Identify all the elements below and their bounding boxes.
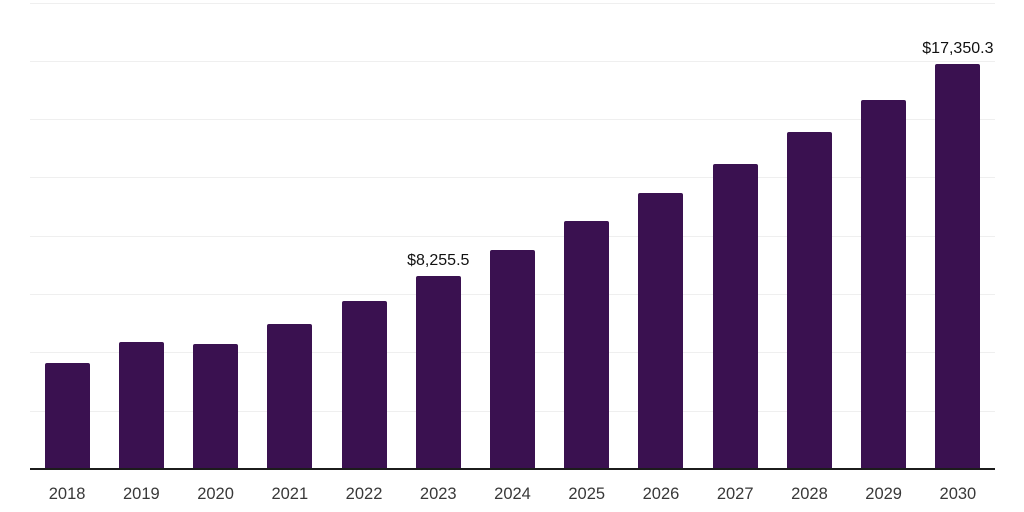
x-tick-label-2030: 2030 [939, 485, 977, 503]
gridline-17500 [30, 60, 995, 62]
x-tick-label-2021: 2021 [271, 485, 309, 503]
gridline-15000 [30, 119, 995, 121]
x-tick-label-2026: 2026 [642, 485, 680, 503]
bar-2019 [118, 341, 164, 469]
x-tick-label-2029: 2029 [865, 485, 902, 503]
bar-2025 [564, 221, 610, 469]
x-tick-label-2023: 2023 [419, 485, 457, 503]
x-tick-label-2024: 2024 [494, 485, 531, 503]
gridline-20000 [30, 2, 995, 4]
bar-2023 [415, 276, 461, 469]
x-axis-line [30, 468, 995, 470]
bar-2028 [786, 132, 832, 469]
x-tick-label-2027: 2027 [716, 485, 754, 503]
gridline-10000 [30, 235, 995, 237]
bar-2021 [267, 323, 313, 469]
bar-2026 [638, 192, 684, 469]
gridline-12500 [30, 177, 995, 179]
data-label-2030: $17,350.3 [922, 40, 994, 58]
x-tick-label-2028: 2028 [791, 485, 828, 503]
bar-2027 [712, 163, 758, 469]
bar-2029 [861, 99, 907, 469]
x-tick-label-2018: 2018 [48, 485, 86, 503]
data-label-2023: $8,255.5 [407, 252, 470, 270]
bar-2020 [193, 343, 239, 469]
x-tick-label-2020: 2020 [197, 485, 234, 503]
bar-2018 [44, 362, 90, 469]
bar-2022 [341, 301, 387, 469]
x-tick-label-2025: 2025 [568, 485, 606, 503]
x-tick-label-2019: 2019 [122, 485, 160, 503]
x-tick-label-2022: 2022 [345, 485, 383, 503]
bar-2030 [935, 64, 981, 469]
bar-2024 [490, 249, 535, 469]
